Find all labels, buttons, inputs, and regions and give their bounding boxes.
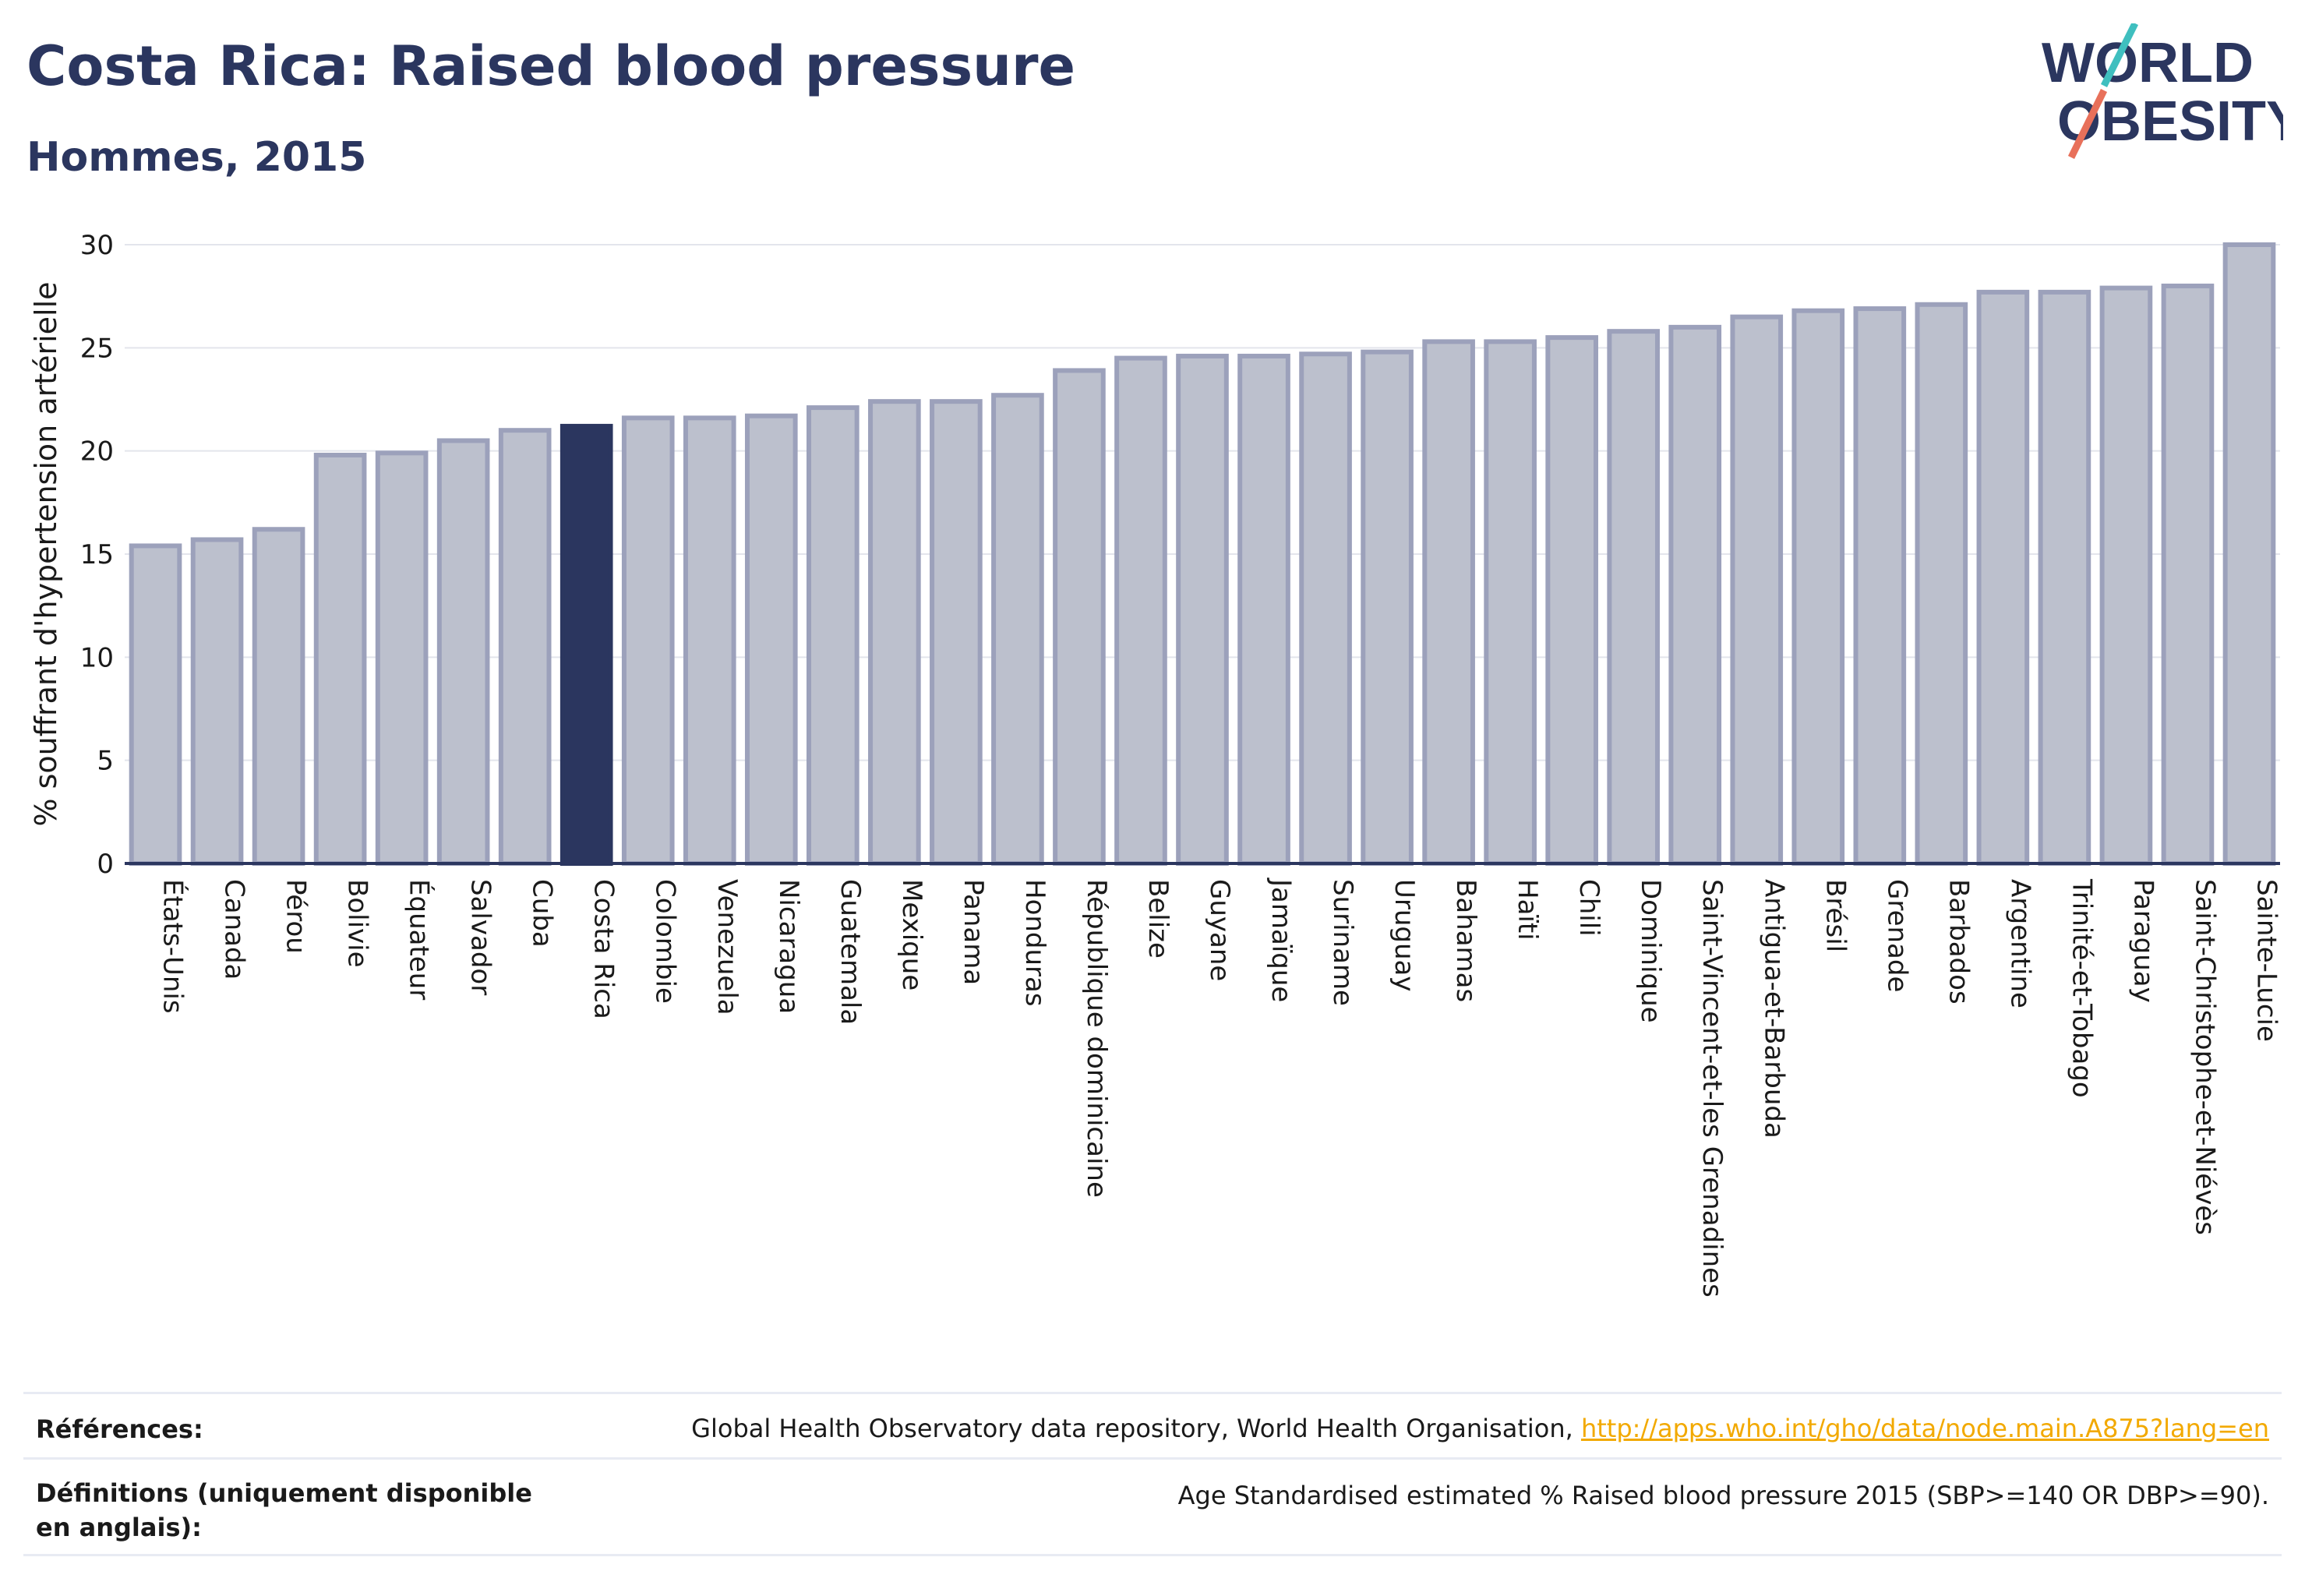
- x-tick-label: Nicaragua: [773, 879, 804, 1014]
- x-tick-label: Colombie: [650, 879, 681, 1004]
- x-tick-label: Grenade: [1881, 879, 1912, 992]
- bar-bahamas: [1422, 339, 1475, 867]
- y-tick-label: 0: [97, 849, 114, 880]
- x-tick-label: Panama: [958, 879, 989, 985]
- bar-saint-vincent-et-les-grenadines: [1668, 324, 1722, 867]
- x-tick-label: Mexique: [896, 879, 927, 990]
- bar-saint-christophe-et-ni-v-s: [2161, 283, 2215, 866]
- bar-belize: [1114, 355, 1167, 867]
- x-tick-label: Guyane: [1204, 879, 1235, 981]
- references-link[interactable]: http://apps.who.int/gho/data/node.main.A…: [1580, 1414, 2269, 1443]
- y-axis-label: % souffrant d'hypertension artérielle: [29, 281, 63, 826]
- logo-slash-bottom: [2067, 89, 2108, 159]
- footer-divider-middle: [23, 1457, 2282, 1460]
- x-tick-label: Brésil: [1820, 879, 1851, 952]
- x-axis-labels: États-Unis Canada Pérou Bolivie Équateur Salv…: [157, 877, 2282, 1298]
- x-tick-label: Paraguay: [2127, 879, 2159, 1003]
- x-tick-label: Guatemala: [835, 879, 866, 1025]
- bar-suriname: [1299, 351, 1352, 867]
- bar-salvador: [436, 438, 490, 866]
- bar-cuba: [498, 428, 552, 866]
- x-tick-label: États-Unis: [157, 879, 189, 1014]
- footer-divider-top: [23, 1392, 2282, 1394]
- x-tick-label: Costa Rica: [588, 879, 619, 1019]
- logo-slash-top: [2100, 23, 2139, 88]
- bar-trinit-et-tobago: [2038, 289, 2091, 866]
- bar-canada: [190, 537, 244, 866]
- x-tick-label: République dominicaine: [1081, 879, 1112, 1198]
- x-tick-label: Canada: [219, 879, 250, 980]
- y-axis-ticks: 0 5 10 15 20 25 30: [80, 230, 114, 880]
- world-obesity-logo: WORLD OBESITY: [2042, 23, 2283, 159]
- x-tick-label: Uruguay: [1389, 879, 1420, 992]
- bar-chili: [1545, 335, 1598, 867]
- bar-argentine: [1976, 289, 2030, 866]
- x-tick-label: Haïti: [1512, 879, 1543, 941]
- bar-guatemala: [807, 405, 860, 866]
- definitions-label: Définitions (uniquement disponible en an…: [36, 1478, 532, 1542]
- x-tick-label: Venezuela: [711, 879, 743, 1015]
- x-tick-label: Salvador: [465, 879, 496, 995]
- bar-sainte-lucie: [2222, 242, 2276, 866]
- bar-ha-ti: [1484, 339, 1537, 867]
- bar-p-rou: [252, 527, 305, 866]
- y-tick-label: 20: [80, 436, 114, 468]
- bar-dominique: [1607, 329, 1661, 867]
- bar-grenade: [1853, 306, 1907, 866]
- x-tick-label: Trinité-et-Tobago: [2066, 878, 2097, 1098]
- x-tick-label: Jamaïque: [1265, 877, 1297, 1002]
- bar-bolivie: [313, 452, 367, 866]
- x-tick-label: Bahamas: [1450, 879, 1481, 1002]
- x-tick-label: Saint-Christophe-et-Niévès: [2189, 879, 2220, 1235]
- y-tick-label: 30: [80, 230, 114, 261]
- references-label: Références:: [36, 1414, 203, 1444]
- bar-venezuela: [683, 415, 736, 866]
- y-tick-label: 15: [80, 539, 114, 570]
- references-value: Global Health Observatory data repositor…: [691, 1414, 2269, 1443]
- bar--tats-unis: [129, 543, 182, 866]
- bar-colombie: [621, 415, 675, 866]
- bar-mexique: [868, 399, 921, 866]
- bar-chart: 0 5 10 15 20 25 30 États-Unis Canada Pérou Bolivi…: [29, 230, 2282, 1298]
- bar-antigua-et-barbuda: [1730, 314, 1784, 866]
- definitions-value: Age Standardised estimated % Raised bloo…: [1177, 1481, 2269, 1510]
- x-tick-label: Suriname: [1327, 879, 1358, 1006]
- x-tick-label: Saint-Vincent-et-les Grenadines: [1696, 879, 1728, 1298]
- chart-title: Costa Rica: Raised blood pressure: [26, 34, 1075, 98]
- x-tick-label: Chili: [1573, 879, 1604, 937]
- bar-nicaragua: [744, 413, 798, 866]
- chart-subtitle: Hommes, 2015: [26, 134, 367, 181]
- y-tick-label: 25: [80, 333, 114, 364]
- bar-honduras: [991, 393, 1044, 866]
- x-tick-label: Bolivie: [342, 879, 373, 968]
- x-tick-label: Belize: [1142, 879, 1174, 959]
- x-tick-label: Sainte-Lucie: [2250, 879, 2282, 1042]
- bars: [129, 242, 2276, 867]
- bar-r-publique-dominicaine: [1053, 368, 1106, 866]
- footer-divider-bottom: [23, 1554, 2282, 1556]
- x-tick-label: Antigua-et-Barbuda: [1758, 879, 1789, 1139]
- bar-panama: [930, 399, 983, 866]
- x-tick-label: Équateur: [404, 879, 436, 1000]
- bar-costa-rica: [559, 423, 613, 866]
- references-text: Global Health Observatory data repositor…: [691, 1414, 1573, 1443]
- bar-uruguay: [1361, 349, 1414, 867]
- bar-paraguay: [2099, 285, 2153, 866]
- bar-br-sil: [1791, 308, 1845, 866]
- x-tick-label: Dominique: [1635, 879, 1666, 1023]
- bar-jama-que: [1237, 353, 1290, 867]
- bar-guyane: [1176, 353, 1229, 867]
- x-tick-label: Honduras: [1019, 879, 1050, 1007]
- x-tick-label: Barbados: [1943, 879, 1974, 1005]
- x-tick-label: Argentine: [2004, 879, 2035, 1008]
- y-tick-label: 5: [97, 746, 114, 777]
- bar--quateur: [375, 450, 429, 866]
- logo-word-obesity: OBESITY: [2057, 90, 2283, 153]
- y-tick-label: 10: [80, 642, 114, 673]
- logo-word-world: WORLD: [2042, 32, 2254, 94]
- x-tick-label: Cuba: [527, 879, 558, 948]
- bar-barbados: [1915, 302, 1968, 866]
- x-tick-label: Pérou: [281, 879, 312, 954]
